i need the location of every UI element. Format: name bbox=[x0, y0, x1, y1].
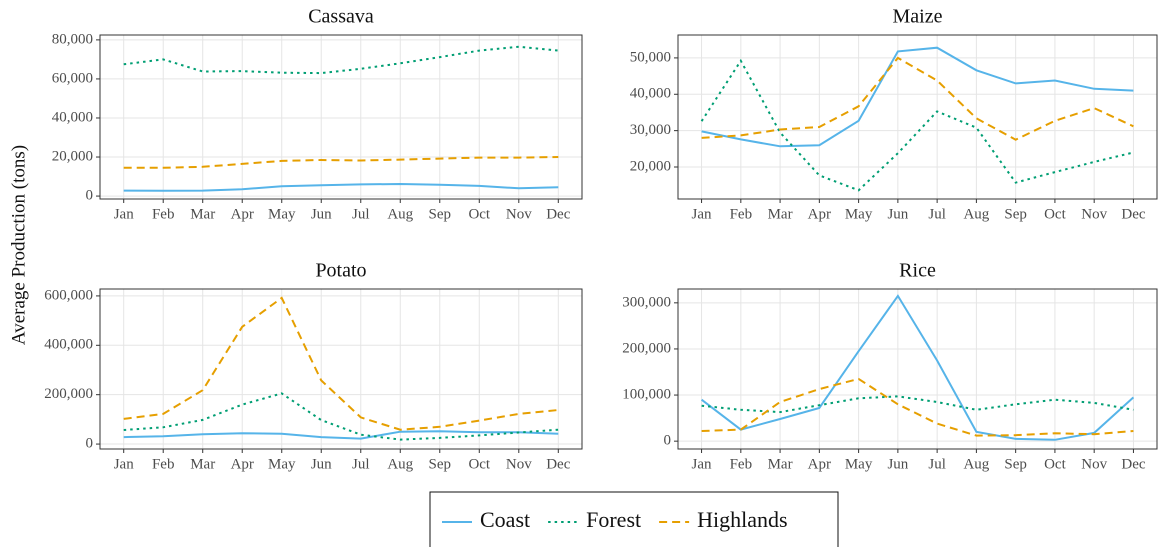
x-tick-label: Oct bbox=[468, 456, 490, 472]
x-tick-label: Feb bbox=[730, 206, 753, 222]
x-tick-label: Sep bbox=[429, 456, 452, 472]
x-tick-label: Oct bbox=[1044, 206, 1066, 222]
series-line bbox=[123, 182, 559, 192]
panel-border bbox=[677, 34, 1158, 200]
series-line bbox=[701, 377, 1134, 437]
y-tick-label: 20,000 bbox=[630, 158, 671, 174]
panel-border bbox=[99, 288, 583, 450]
x-tick-label: Jun bbox=[311, 456, 332, 472]
x-tick-label: Nov bbox=[1081, 456, 1107, 472]
y-tick-label: 100,000 bbox=[622, 386, 671, 402]
x-tick-label: Dec bbox=[1121, 206, 1145, 222]
x-tick-label: May bbox=[268, 206, 296, 222]
y-tick-label: 200,000 bbox=[44, 386, 93, 402]
x-tick-label: Sep bbox=[429, 206, 452, 222]
series-line bbox=[700, 58, 1134, 192]
x-tick-label: Aug bbox=[387, 206, 413, 222]
y-axis-label: Average Production (tons) bbox=[8, 145, 29, 345]
x-tick-label: Apr bbox=[231, 456, 254, 472]
legend-box bbox=[429, 491, 839, 547]
x-tick-label: Mar bbox=[190, 456, 215, 472]
x-tick-label: Jul bbox=[352, 456, 370, 472]
x-tick-label: Nov bbox=[1081, 206, 1107, 222]
x-tick-label: Jun bbox=[887, 456, 908, 472]
x-tick-label: Dec bbox=[1121, 456, 1145, 472]
y-tick-label: 20,000 bbox=[52, 148, 93, 164]
x-tick-label: Jun bbox=[311, 206, 332, 222]
x-tick-label: Aug bbox=[387, 456, 413, 472]
panel-title: Rice bbox=[899, 260, 936, 282]
x-tick-label: Jan bbox=[692, 456, 712, 472]
panel-border bbox=[99, 34, 583, 200]
x-tick-label: May bbox=[845, 206, 873, 222]
series-line bbox=[123, 156, 559, 169]
series-line bbox=[701, 46, 1134, 148]
x-tick-label: Jul bbox=[928, 206, 946, 222]
x-tick-label: Feb bbox=[152, 206, 175, 222]
y-tick-label: 30,000 bbox=[630, 122, 671, 138]
panel-border bbox=[677, 288, 1158, 450]
x-tick-label: Jul bbox=[928, 456, 946, 472]
legend-label: Highlands bbox=[697, 507, 787, 532]
x-tick-label: May bbox=[268, 456, 296, 472]
x-tick-label: Nov bbox=[506, 456, 532, 472]
x-tick-label: Apr bbox=[231, 206, 254, 222]
x-tick-label: Sep bbox=[1004, 206, 1027, 222]
x-tick-label: Jun bbox=[887, 206, 908, 222]
series-line bbox=[123, 392, 559, 441]
series-line bbox=[701, 56, 1134, 141]
y-tick-label: 40,000 bbox=[52, 109, 93, 125]
x-tick-label: Feb bbox=[730, 456, 753, 472]
x-tick-label: Aug bbox=[963, 456, 989, 472]
x-tick-label: Mar bbox=[190, 206, 215, 222]
x-tick-label: Mar bbox=[768, 206, 793, 222]
y-tick-label: 600,000 bbox=[44, 287, 93, 303]
series-line bbox=[123, 296, 559, 431]
y-tick-label: 0 bbox=[664, 433, 672, 449]
x-tick-label: Jan bbox=[692, 206, 712, 222]
panel-title: Cassava bbox=[308, 6, 374, 28]
x-tick-label: May bbox=[845, 456, 873, 472]
x-tick-label: Dec bbox=[546, 456, 570, 472]
y-tick-label: 200,000 bbox=[622, 340, 671, 356]
legend-label: Forest bbox=[586, 507, 641, 532]
x-tick-label: Jan bbox=[114, 206, 134, 222]
x-tick-label: Jan bbox=[114, 456, 134, 472]
panel-title: Maize bbox=[893, 6, 943, 28]
series-line bbox=[701, 395, 1134, 414]
y-tick-label: 300,000 bbox=[622, 294, 671, 310]
series-line bbox=[123, 45, 559, 75]
y-tick-label: 50,000 bbox=[630, 49, 671, 65]
y-tick-label: 60,000 bbox=[52, 70, 93, 86]
y-tick-label: 0 bbox=[86, 188, 94, 204]
x-tick-label: Jul bbox=[352, 206, 370, 222]
x-tick-label: Apr bbox=[808, 456, 831, 472]
x-tick-label: Dec bbox=[546, 206, 570, 222]
x-tick-label: Mar bbox=[768, 456, 793, 472]
x-tick-label: Oct bbox=[468, 206, 490, 222]
y-tick-label: 0 bbox=[86, 435, 94, 451]
series-line bbox=[700, 294, 1135, 441]
x-tick-label: Aug bbox=[963, 206, 989, 222]
x-tick-label: Sep bbox=[1004, 456, 1027, 472]
y-tick-label: 40,000 bbox=[630, 86, 671, 102]
x-tick-label: Oct bbox=[1044, 456, 1066, 472]
series-line bbox=[123, 430, 559, 440]
x-tick-label: Feb bbox=[152, 456, 175, 472]
x-tick-label: Apr bbox=[808, 206, 831, 222]
x-tick-label: Nov bbox=[506, 206, 532, 222]
y-tick-label: 400,000 bbox=[44, 337, 93, 353]
y-tick-label: 80,000 bbox=[52, 31, 93, 47]
legend-label: Coast bbox=[480, 507, 530, 532]
panel-title: Potato bbox=[315, 260, 366, 282]
